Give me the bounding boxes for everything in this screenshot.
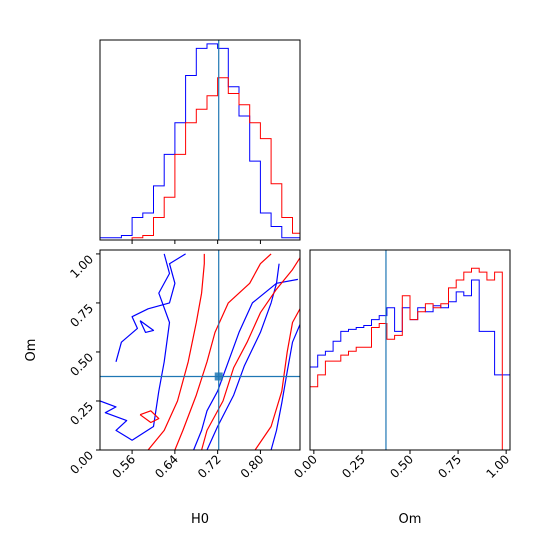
h0-tick-label: 0.56 [109, 452, 138, 481]
h0-x-ticks: 0.56 0.64 0.72 0.80 [109, 450, 267, 481]
om-y-ticks: 0.00 0.25 0.50 0.75 1.00 [67, 252, 100, 477]
contour-line-7 [174, 253, 272, 450]
om-bottom-tick-label: 0.00 [291, 452, 320, 481]
h0-marginal-panel [99, 39, 301, 244]
h0-hist-series-0 [100, 43, 300, 239]
contour-line-1 [206, 263, 280, 450]
om-axis-label-bottom: Om [399, 512, 422, 527]
joint-contours [100, 250, 300, 450]
om-bottom-tick-label: 0.25 [339, 452, 368, 481]
h0-marginal-frame [99, 39, 301, 241]
om-x-ticks: 0.00 0.25 0.50 0.75 1.00 [291, 450, 512, 481]
joint-frame [99, 249, 301, 451]
contour-line-4 [115, 253, 186, 362]
contour-line-5 [139, 320, 155, 333]
truth-marker [214, 372, 223, 381]
om-marginal-frame [309, 249, 511, 451]
om-tick-label: 0.50 [67, 350, 96, 379]
h0-hist-series-1 [100, 77, 300, 241]
om-bottom-tick-label: 0.50 [387, 452, 416, 481]
contour-line-6 [147, 253, 205, 450]
om-tick-label: 1.00 [67, 252, 96, 281]
om-axis-label: Om [24, 339, 39, 362]
h0-histogram-series [100, 40, 300, 244]
contour-line-3 [100, 253, 171, 441]
contour-line-0 [193, 278, 299, 450]
om-hist-series-1 [309, 267, 510, 451]
contour-line-10 [139, 410, 160, 424]
om-histogram-series [309, 250, 510, 451]
om-tick-label: 0.00 [67, 448, 96, 477]
om-tick-label: 0.25 [67, 399, 96, 428]
joint-contour-lines [100, 253, 300, 450]
om-tick-label: 0.75 [67, 301, 96, 330]
joint-panel: 0.56 0.64 0.72 0.80 0.00 0.25 0.50 0.75 1.00 H0… [24, 249, 301, 527]
h0-tick-label: 0.80 [238, 452, 267, 481]
contour-line-8 [201, 257, 300, 450]
h0-tick-label: 0.64 [152, 452, 181, 481]
om-marginal-panel: 0.00 0.25 0.50 0.75 1.00 Om [291, 249, 512, 527]
contour-line-9 [254, 308, 300, 450]
om-bottom-tick-label: 1.00 [483, 452, 512, 481]
om-bottom-tick-label: 0.75 [435, 452, 464, 481]
h0-axis-label: H0 [191, 512, 209, 527]
contour-line-2 [270, 324, 300, 450]
h0-tick-label: 0.72 [195, 452, 224, 481]
